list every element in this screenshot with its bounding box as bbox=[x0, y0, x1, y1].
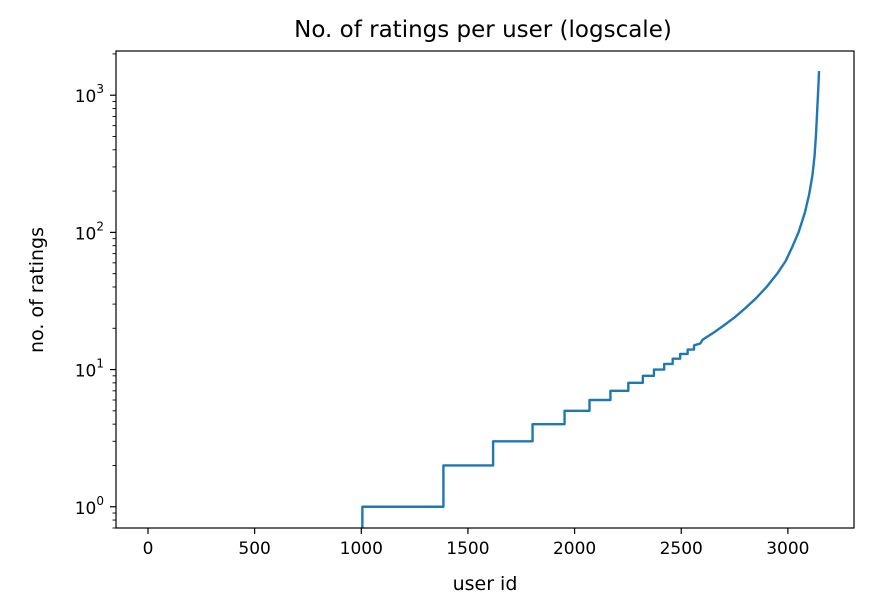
y-axis-label: no. of ratings bbox=[26, 227, 48, 353]
x-tick-label: 2500 bbox=[660, 539, 703, 559]
y-tick-label: 103 bbox=[75, 82, 104, 107]
y-tick-label: 101 bbox=[75, 357, 104, 382]
x-tick-label: 500 bbox=[238, 539, 270, 559]
x-axis-label: user id bbox=[453, 573, 518, 595]
x-tick-label: 1500 bbox=[446, 539, 489, 559]
plot-frame bbox=[115, 50, 855, 529]
series-line bbox=[361, 71, 821, 528]
x-tick-label: 0 bbox=[143, 539, 154, 559]
y-ticks: 100 101 102 103 bbox=[75, 82, 116, 519]
chart-title: No. of ratings per user (logscale) bbox=[294, 17, 672, 43]
plot-area: 100 101 102 103 0 500 1000 1500 2000 2500 3000 bbox=[75, 50, 855, 559]
x-tick-label: 2000 bbox=[553, 539, 596, 559]
y-tick-label: 102 bbox=[75, 219, 104, 244]
x-tick-label: 1000 bbox=[340, 539, 383, 559]
y-tick-label: 100 bbox=[75, 494, 104, 519]
x-ticks: 0 500 1000 1500 2000 2500 3000 bbox=[143, 528, 810, 559]
x-tick-label: 3000 bbox=[766, 539, 809, 559]
